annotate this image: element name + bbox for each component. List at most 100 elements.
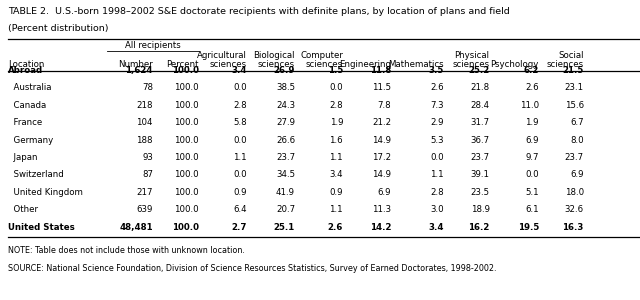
Text: Engineering: Engineering <box>339 60 391 69</box>
Text: 2.6: 2.6 <box>430 83 444 92</box>
Text: 7.3: 7.3 <box>430 101 444 110</box>
Text: 31.7: 31.7 <box>470 118 490 127</box>
Text: Psychology: Psychology <box>490 60 539 69</box>
Text: 100.0: 100.0 <box>175 101 199 110</box>
Text: 188: 188 <box>136 136 153 145</box>
Text: 78: 78 <box>142 83 153 92</box>
Text: 2.8: 2.8 <box>330 101 343 110</box>
Text: Other: Other <box>8 205 38 214</box>
Text: 28.4: 28.4 <box>470 101 490 110</box>
Text: 15.6: 15.6 <box>564 101 584 110</box>
Text: 41.9: 41.9 <box>276 188 295 197</box>
Text: Japan: Japan <box>8 153 37 162</box>
Text: France: France <box>8 118 42 127</box>
Text: sciences: sciences <box>452 60 490 69</box>
Text: Social: Social <box>558 51 584 60</box>
Text: 100.0: 100.0 <box>175 83 199 92</box>
Text: 23.7: 23.7 <box>564 153 584 162</box>
Text: 0.9: 0.9 <box>234 188 247 197</box>
Text: 27.9: 27.9 <box>276 118 295 127</box>
Text: 11.8: 11.8 <box>370 66 391 75</box>
Text: 2.6: 2.6 <box>328 223 343 232</box>
Text: 0.9: 0.9 <box>330 188 343 197</box>
Text: (Percent distribution): (Percent distribution) <box>8 24 108 33</box>
Text: Physical: Physical <box>454 51 490 60</box>
Text: 17.2: 17.2 <box>372 153 391 162</box>
Text: 26.9: 26.9 <box>274 66 295 75</box>
Text: 21.8: 21.8 <box>470 83 490 92</box>
Text: 38.5: 38.5 <box>276 83 295 92</box>
Text: Germany: Germany <box>8 136 53 145</box>
Text: 2.8: 2.8 <box>234 101 247 110</box>
Text: 1.6: 1.6 <box>330 136 343 145</box>
Text: 6.9: 6.9 <box>570 170 584 179</box>
Text: 6.2: 6.2 <box>524 66 539 75</box>
Text: 32.6: 32.6 <box>564 205 584 214</box>
Text: 6.9: 6.9 <box>525 136 539 145</box>
Text: sciences: sciences <box>258 60 295 69</box>
Text: Mathematics: Mathematics <box>388 60 444 69</box>
Text: 23.1: 23.1 <box>564 83 584 92</box>
Text: sciences: sciences <box>210 60 247 69</box>
Text: 0.0: 0.0 <box>234 136 247 145</box>
Text: 16.2: 16.2 <box>468 223 490 232</box>
Text: 0.0: 0.0 <box>525 170 539 179</box>
Text: 1.1: 1.1 <box>430 170 444 179</box>
Text: 3.5: 3.5 <box>428 66 444 75</box>
Text: 19.5: 19.5 <box>518 223 539 232</box>
Text: 6.9: 6.9 <box>378 188 391 197</box>
Text: 9.7: 9.7 <box>525 153 539 162</box>
Text: 3.4: 3.4 <box>330 170 343 179</box>
Text: Australia: Australia <box>8 83 51 92</box>
Text: 20.7: 20.7 <box>276 205 295 214</box>
Text: 639: 639 <box>136 205 153 214</box>
Text: 2.6: 2.6 <box>525 83 539 92</box>
Text: 104: 104 <box>136 118 153 127</box>
Text: 6.1: 6.1 <box>525 205 539 214</box>
Text: 24.3: 24.3 <box>276 101 295 110</box>
Text: 1.1: 1.1 <box>330 205 343 214</box>
Text: 1.9: 1.9 <box>330 118 343 127</box>
Text: 100.0: 100.0 <box>175 153 199 162</box>
Text: 14.2: 14.2 <box>369 223 391 232</box>
Text: Location: Location <box>8 60 44 69</box>
Text: 11.5: 11.5 <box>372 83 391 92</box>
Text: 36.7: 36.7 <box>470 136 490 145</box>
Text: United Kingdom: United Kingdom <box>8 188 83 197</box>
Text: 5.1: 5.1 <box>525 188 539 197</box>
Text: 100.0: 100.0 <box>175 170 199 179</box>
Text: 100.0: 100.0 <box>175 136 199 145</box>
Text: 18.9: 18.9 <box>470 205 490 214</box>
Text: 21.2: 21.2 <box>372 118 391 127</box>
Text: 11.3: 11.3 <box>372 205 391 214</box>
Text: 2.7: 2.7 <box>232 223 247 232</box>
Text: sciences: sciences <box>306 60 343 69</box>
Text: 18.0: 18.0 <box>564 188 584 197</box>
Text: 100.0: 100.0 <box>175 118 199 127</box>
Text: Percent: Percent <box>166 60 199 69</box>
Text: Computer: Computer <box>300 51 343 60</box>
Text: 48,481: 48,481 <box>119 223 153 232</box>
Text: 3.4: 3.4 <box>232 66 247 75</box>
Text: 0.0: 0.0 <box>234 83 247 92</box>
Text: 0.0: 0.0 <box>234 170 247 179</box>
Text: 100.0: 100.0 <box>175 188 199 197</box>
Text: Agricultural: Agricultural <box>197 51 247 60</box>
Text: 93: 93 <box>142 153 153 162</box>
Text: 5.3: 5.3 <box>430 136 444 145</box>
Text: All recipients: All recipients <box>125 41 181 50</box>
Text: 23.7: 23.7 <box>470 153 490 162</box>
Text: Canada: Canada <box>8 101 46 110</box>
Text: 21.5: 21.5 <box>563 66 584 75</box>
Text: TABLE 2.  U.S.-born 1998–2002 S&E doctorate recipients with definite plans, by l: TABLE 2. U.S.-born 1998–2002 S&E doctora… <box>8 8 509 16</box>
Text: 23.5: 23.5 <box>470 188 490 197</box>
Text: 1.1: 1.1 <box>234 153 247 162</box>
Text: Abroad: Abroad <box>8 66 43 75</box>
Text: 25.1: 25.1 <box>274 223 295 232</box>
Text: Number: Number <box>118 60 153 69</box>
Text: 34.5: 34.5 <box>276 170 295 179</box>
Text: 6.4: 6.4 <box>234 205 247 214</box>
Text: sciences: sciences <box>547 60 584 69</box>
Text: 1.1: 1.1 <box>330 153 343 162</box>
Text: 8.0: 8.0 <box>570 136 584 145</box>
